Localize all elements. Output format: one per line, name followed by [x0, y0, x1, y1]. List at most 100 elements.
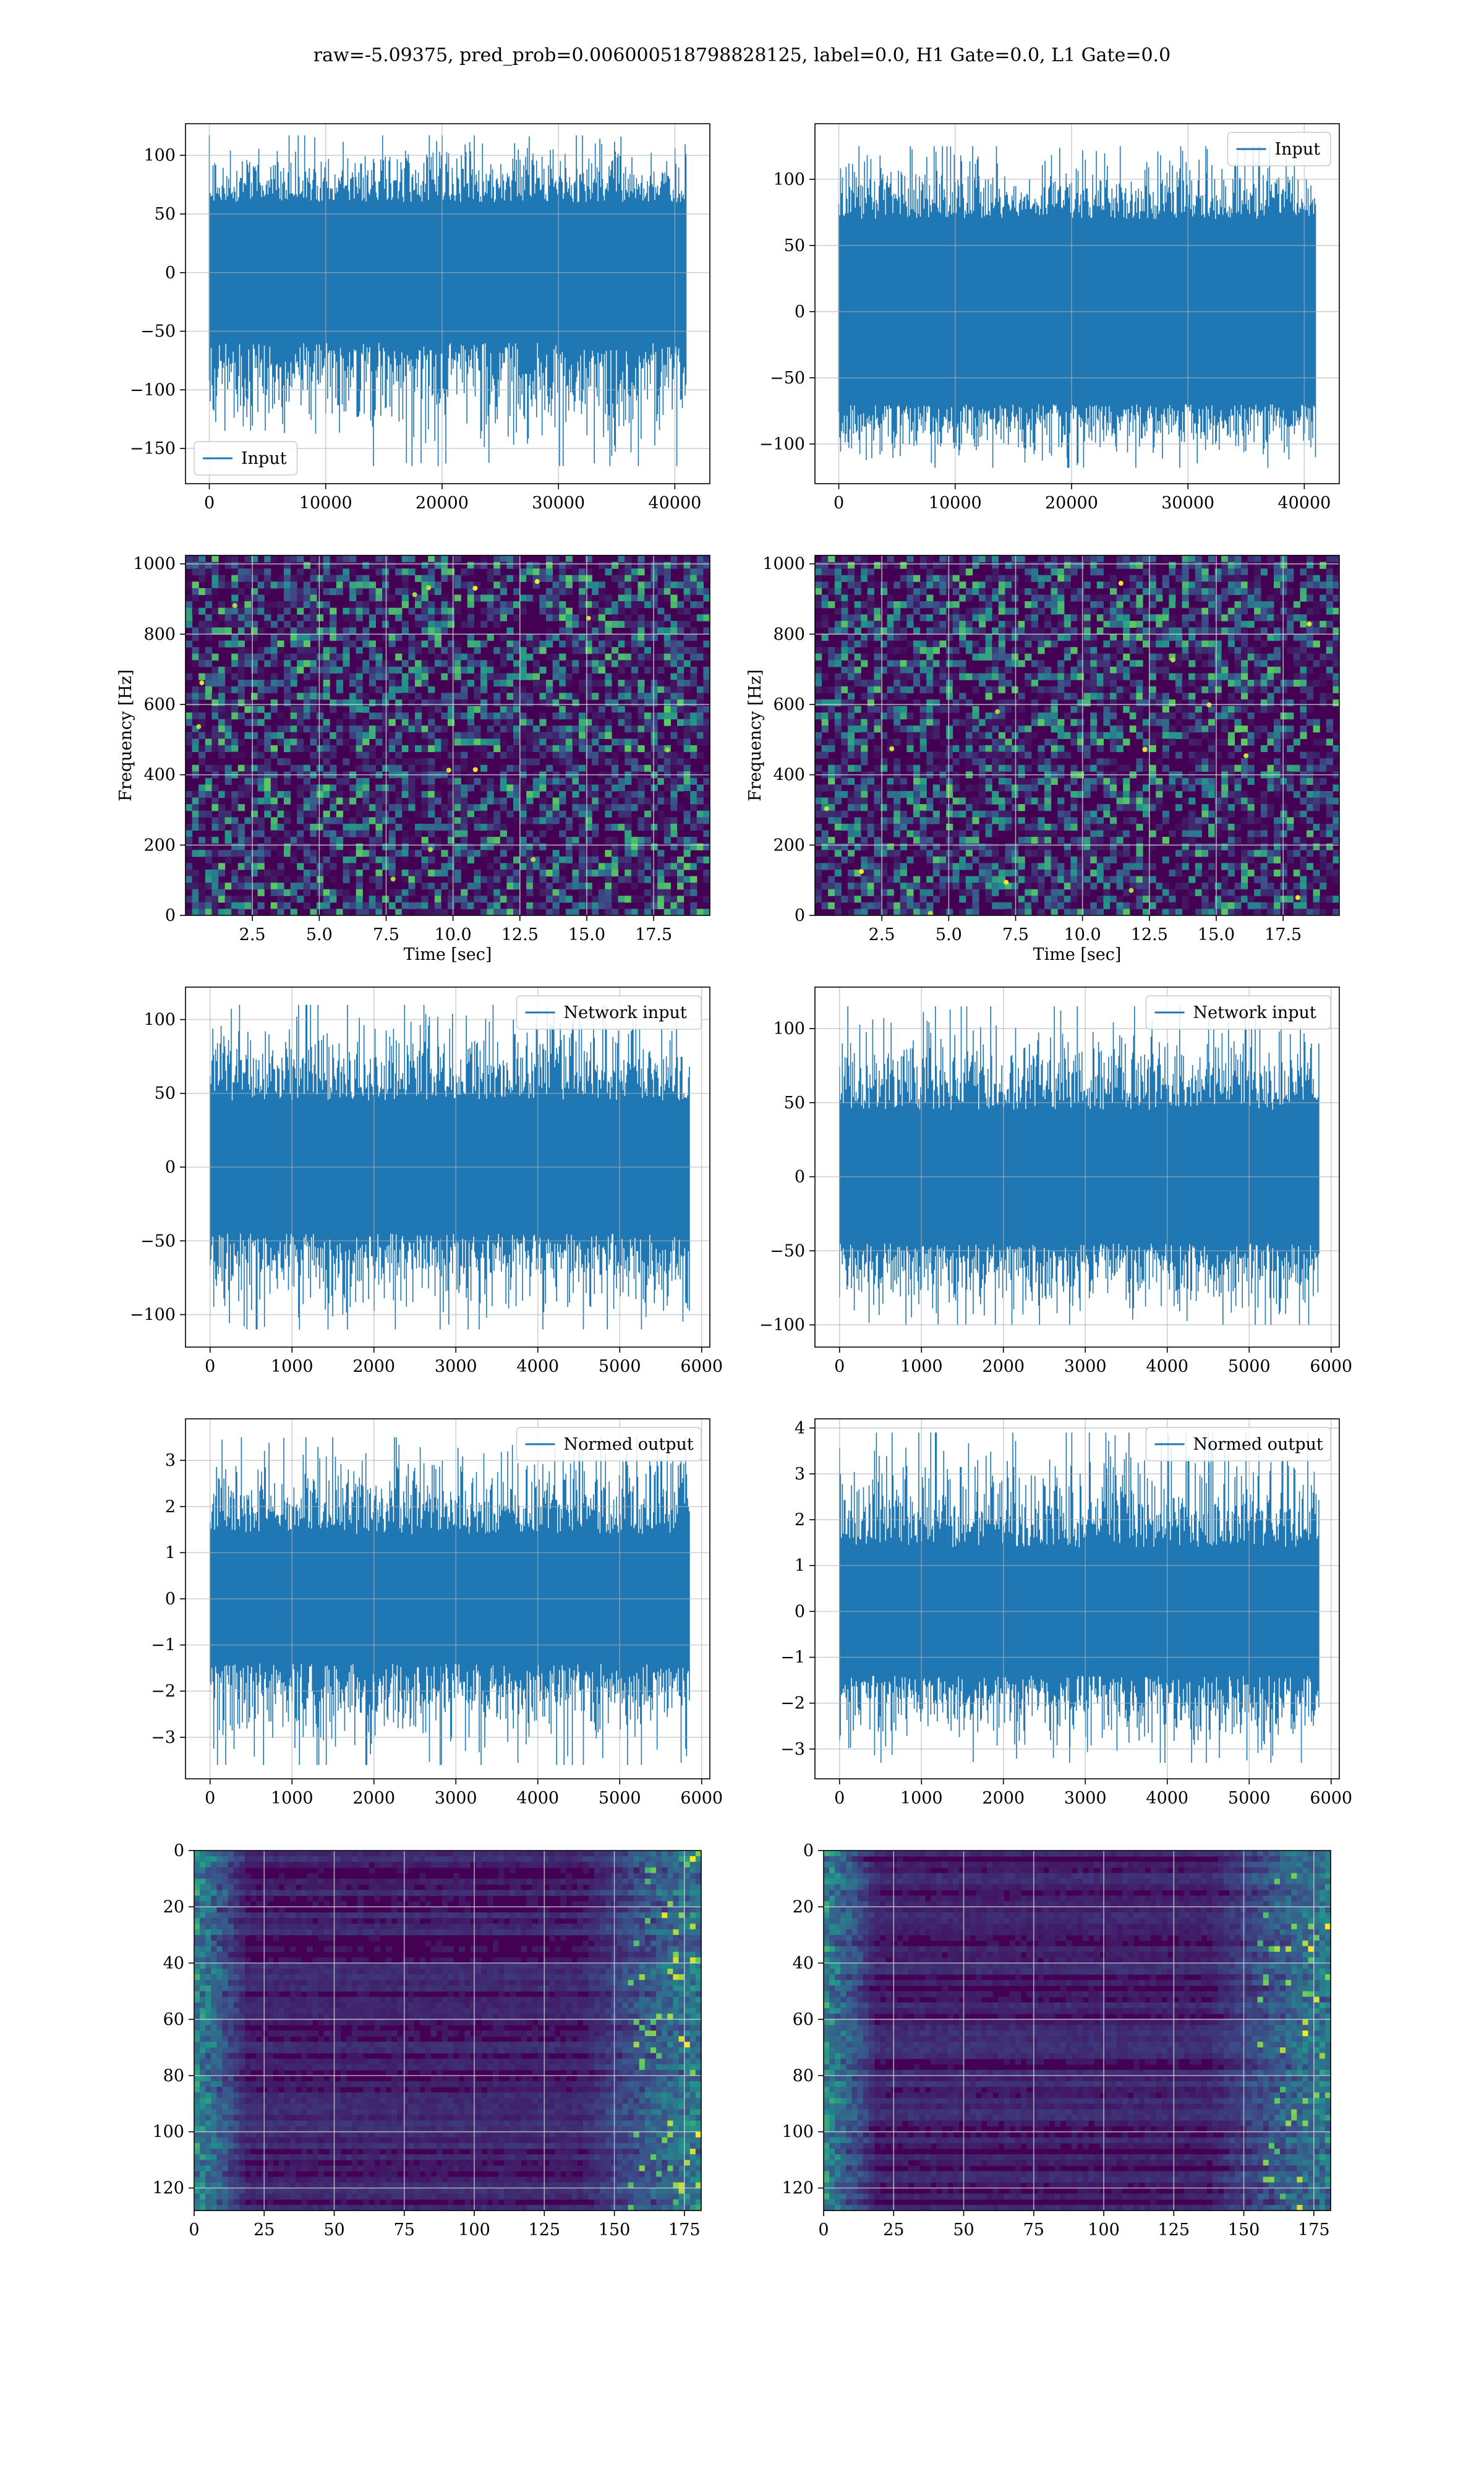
- heatmap-cell: [192, 686, 199, 693]
- heatmap-cell: [1090, 902, 1098, 910]
- heatmap-cell: [972, 555, 979, 563]
- heatmap-cell: [369, 876, 376, 883]
- heatmap-cell: [519, 817, 527, 824]
- heatmap-cell: [815, 575, 822, 582]
- heatmap-cell: [939, 738, 947, 746]
- heatmap-cell: [1195, 738, 1202, 746]
- heatmap-cell: [1175, 732, 1183, 739]
- heatmap-cell: [224, 562, 232, 569]
- heatmap-cell: [612, 777, 619, 785]
- heatmap-cell: [612, 738, 619, 746]
- heatmap-cell: [965, 823, 973, 831]
- heatmap-cell: [932, 640, 940, 648]
- heatmap-cell: [506, 863, 514, 870]
- heatmap-cell: [1110, 843, 1117, 850]
- heatmap-cell: [683, 620, 691, 628]
- heatmap-cell: [487, 784, 494, 792]
- heatmap-cell: [382, 909, 390, 915]
- heatmap-cell: [415, 680, 422, 687]
- heatmap-cell: [979, 614, 986, 622]
- heatmap-cell: [1208, 594, 1216, 602]
- heatmap-cell: [1169, 601, 1176, 609]
- heatmap-cell: [264, 732, 271, 739]
- heatmap-cell: [650, 693, 658, 700]
- heatmap-cell: [965, 640, 973, 648]
- heatmap-cell: [519, 633, 527, 641]
- heatmap-cell: [874, 804, 881, 811]
- heatmap-cell: [1201, 647, 1209, 654]
- heatmap-cell: [703, 686, 710, 693]
- heatmap-cell: [388, 640, 396, 648]
- heatmap-cell: [1182, 817, 1189, 824]
- heatmap-cell: [506, 633, 514, 641]
- heatmap-cell: [356, 883, 363, 890]
- heatmap-cell: [644, 575, 652, 582]
- heatmap-cell: [198, 784, 206, 792]
- heatmap-cell: [913, 830, 921, 837]
- heatmap-cell: [1018, 706, 1025, 713]
- heatmap-cell: [317, 745, 324, 753]
- heatmap-cell: [205, 620, 212, 628]
- heatmap-cell: [946, 680, 953, 687]
- heatmap-cell: [690, 581, 697, 589]
- heatmap-cell: [1044, 614, 1052, 622]
- heatmap-cell: [1103, 732, 1111, 739]
- heatmap-cell: [1201, 896, 1209, 903]
- heatmap-cell: [1208, 843, 1216, 850]
- heatmap-cell: [1064, 810, 1071, 818]
- heatmap-cell: [421, 777, 429, 785]
- heatmap-cell: [998, 758, 1005, 766]
- heatmap-cell: [979, 581, 986, 589]
- heatmap-cell: [1136, 790, 1143, 798]
- heatmap-cell: [224, 902, 232, 910]
- heatmap-cell: [415, 706, 422, 713]
- heatmap-cell: [1038, 633, 1045, 641]
- heatmap-cell: [985, 850, 992, 857]
- heatmap-cell: [834, 817, 842, 824]
- heatmap-cell: [854, 673, 861, 680]
- heatmap-cell: [428, 850, 435, 857]
- heatmap-cell: [565, 627, 573, 635]
- heatmap-cell: [428, 712, 435, 720]
- heatmap-cell: [893, 633, 901, 641]
- heatmap-cell: [356, 745, 363, 753]
- heatmap-cell: [592, 581, 599, 589]
- heatmap-cell: [1156, 594, 1163, 602]
- heatmap-cell: [1143, 607, 1150, 615]
- heatmap-cell: [703, 673, 710, 680]
- heatmap-cell: [330, 633, 337, 641]
- heatmap-cell: [323, 588, 330, 596]
- heatmap-cell: [317, 784, 324, 792]
- heatmap-cell: [205, 614, 212, 622]
- heatmap-cell: [559, 562, 566, 569]
- heatmap-cell: [552, 633, 560, 641]
- heatmap-cell: [257, 850, 265, 857]
- heatmap-cell: [1031, 889, 1038, 896]
- heatmap-cell: [1044, 738, 1052, 746]
- heatmap-cell: [618, 843, 625, 850]
- heatmap-cell: [663, 640, 671, 648]
- heatmap-cell: [579, 594, 586, 602]
- heatmap-cell: [310, 614, 317, 622]
- heatmap-cell: [1156, 712, 1163, 720]
- heatmap-cell: [408, 876, 416, 883]
- heatmap-cell: [919, 837, 927, 844]
- heatmap-cell: [211, 607, 219, 615]
- heatmap-cell: [1005, 706, 1012, 713]
- heatmap-cell: [513, 745, 521, 753]
- heatmap-cell: [323, 620, 330, 628]
- heatmap-cell: [663, 588, 671, 596]
- axes-spectrogram-l1: 2.5 5.0 7.5 10.0 12.5 15.0 17.5020040060080010…: [746, 555, 1340, 964]
- heatmap-cell: [677, 863, 684, 870]
- heatmap-cell: [467, 680, 474, 687]
- heatmap-cell: [1162, 909, 1169, 915]
- heatmap-cell: [644, 594, 652, 602]
- heatmap-cell: [985, 726, 992, 733]
- heatmap-cell: [434, 909, 441, 915]
- heatmap-cell: [985, 889, 992, 896]
- heatmap-cell: [310, 790, 317, 798]
- heatmap-cell: [539, 647, 547, 654]
- heatmap-cell: [559, 797, 566, 805]
- heatmap-cell: [303, 633, 310, 641]
- heatmap-cell: [211, 588, 219, 596]
